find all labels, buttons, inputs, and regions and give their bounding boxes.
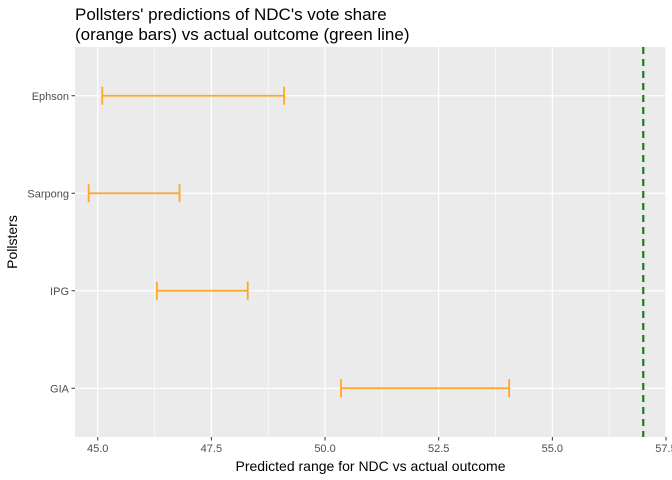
errorbar-ipg — [155, 281, 249, 300]
y-tick-label: GIA — [50, 383, 70, 395]
y-tick-label: IPG — [50, 286, 69, 298]
chart-title-line-2: (orange bars) vs actual outcome (green l… — [75, 25, 410, 44]
x-tick-label: 47.5 — [201, 443, 222, 455]
errorbar-ephson — [101, 86, 286, 105]
x-axis: 45.0 47.5 50.0 52.5 55.0 57.5 — [87, 437, 672, 455]
errorbar-sarpong — [87, 184, 181, 203]
errorbar-gia — [340, 379, 511, 398]
y-axis-title: Pollsters — [4, 215, 20, 269]
x-tick-label: 45.0 — [87, 443, 108, 455]
data-marks — [87, 47, 645, 437]
y-tick-label: Ephson — [32, 91, 69, 103]
x-tick-label: 57.5 — [655, 443, 672, 455]
y-axis: Ephson Sarpong IPG GIA — [27, 91, 75, 395]
y-tick-label: Sarpong — [27, 188, 69, 200]
x-tick-label: 50.0 — [314, 443, 335, 455]
plot-panel — [75, 47, 666, 437]
x-tick-label: 52.5 — [428, 443, 449, 455]
chart-title-line-1: Pollsters' predictions of NDC's vote sha… — [75, 5, 387, 24]
x-tick-label: 55.0 — [542, 443, 563, 455]
x-axis-title: Predicted range for NDC vs actual outcom… — [235, 458, 505, 474]
